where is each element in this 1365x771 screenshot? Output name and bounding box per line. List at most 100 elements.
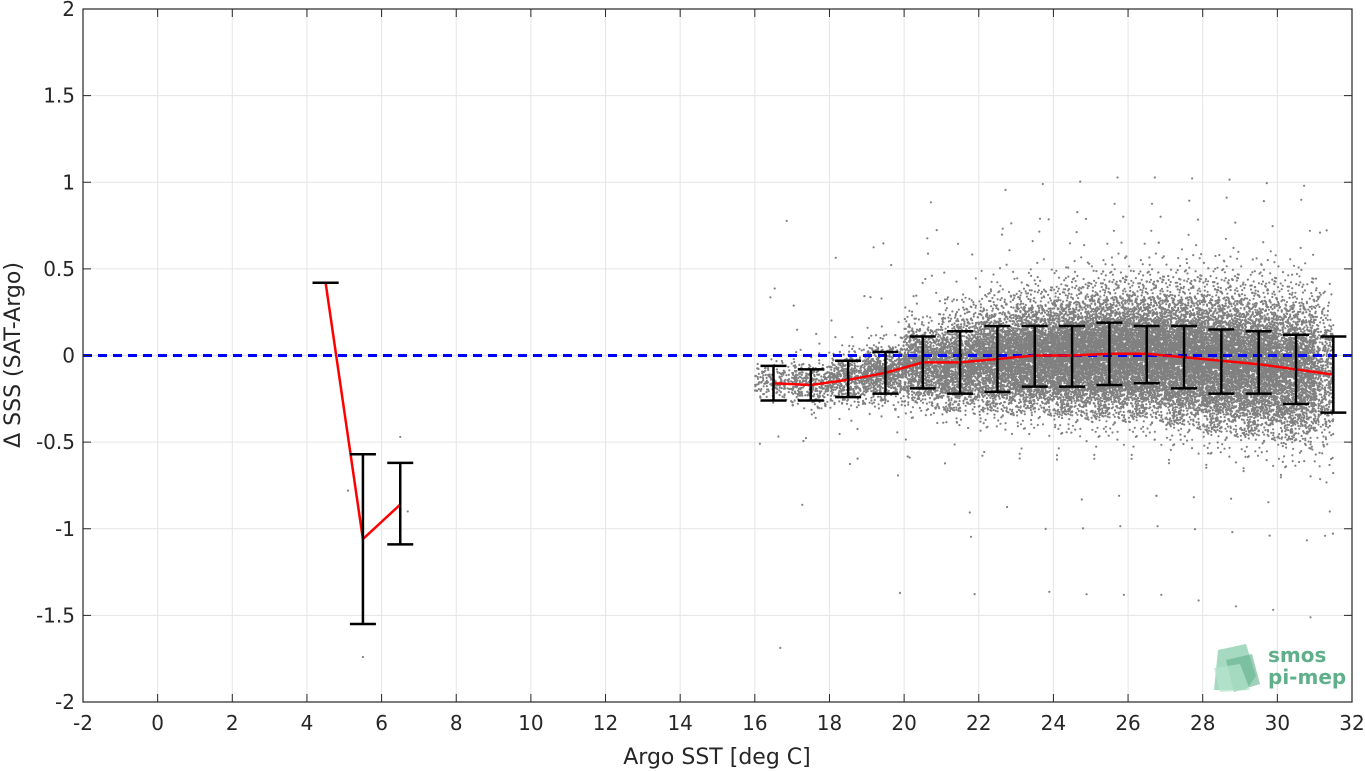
scatter-point: [916, 303, 918, 305]
scatter-point: [937, 369, 939, 371]
scatter-point: [878, 342, 880, 344]
scatter-point: [942, 321, 944, 323]
scatter-point: [944, 298, 946, 300]
scatter-point: [904, 360, 906, 362]
scatter-point: [965, 308, 967, 310]
scatter-point: [962, 326, 964, 328]
scatter-point: [962, 387, 964, 389]
scatter-point: [792, 393, 794, 395]
scatter-point: [933, 412, 935, 414]
scatter-point: [833, 369, 835, 371]
scatter-point: [908, 393, 910, 395]
scatter-point: [991, 402, 993, 404]
scatter-point: [799, 387, 801, 389]
scatter-point: [877, 396, 879, 398]
scatter-point: [829, 366, 831, 368]
scatter-point: [779, 647, 781, 649]
scatter-point: [931, 381, 933, 383]
scatter-point: [948, 342, 950, 344]
scatter-point: [950, 356, 952, 358]
scatter-point: [924, 332, 926, 334]
scatter-point: [879, 337, 881, 339]
scatter-point: [929, 401, 931, 403]
scatter-point: [919, 343, 921, 345]
scatter-point: [952, 371, 954, 373]
scatter-point: [764, 382, 766, 384]
scatter-point: [975, 363, 977, 365]
scatter-point: [965, 342, 967, 344]
scatter-point: [955, 320, 957, 322]
scatter-point: [954, 400, 956, 402]
scatter-point: [971, 402, 973, 404]
scatter-point: [868, 388, 870, 390]
scatter-point: [942, 422, 944, 424]
scatter-point: [788, 391, 790, 393]
scatter-point: [905, 328, 907, 330]
scatter-point: [856, 375, 858, 377]
scatter-point: [880, 346, 882, 348]
scatter-point: [954, 378, 956, 380]
scatter-point: [956, 359, 958, 361]
scatter-point: [830, 369, 832, 371]
scatter-point: [918, 382, 920, 384]
scatter-point: [928, 339, 930, 341]
scatter-point: [912, 358, 914, 360]
scatter-point: [970, 318, 972, 320]
scatter-point: [897, 474, 899, 476]
scatter-point: [955, 281, 957, 283]
scatter-point: [890, 360, 892, 362]
scatter-point: [764, 367, 766, 369]
scatter-point: [973, 403, 975, 405]
scatter-point: [964, 414, 966, 416]
scatter-point: [1003, 407, 1005, 409]
scatter-point: [913, 392, 915, 394]
scatter-point: [800, 349, 802, 351]
scatter-point: [954, 443, 956, 445]
scatter-point: [942, 383, 944, 385]
scatter-point: [974, 327, 976, 329]
scatter-point: [914, 352, 916, 354]
scatter-point: [827, 376, 829, 378]
scatter-point: [973, 330, 975, 332]
scatter-point: [922, 398, 924, 400]
scatter-point: [807, 391, 809, 393]
scatter-point: [819, 391, 821, 393]
scatter-point: [969, 376, 971, 378]
scatter-point: [888, 382, 890, 384]
scatter-point: [1007, 318, 1009, 320]
scatter-point: [977, 384, 979, 386]
scatter-point: [918, 376, 920, 378]
scatter-point: [938, 384, 940, 386]
scatter-point: [887, 366, 889, 368]
scatter-point: [862, 384, 864, 386]
scatter-point: [824, 403, 826, 405]
scatter-point: [941, 332, 943, 334]
scatter-point: [802, 371, 804, 373]
scatter-point: [970, 396, 972, 398]
scatter-point: [906, 336, 908, 338]
scatter-point: [963, 370, 965, 372]
scatter-point: [902, 344, 904, 346]
scatter-point: [757, 363, 759, 365]
scatter-point: [878, 403, 880, 405]
scatter-point: [898, 382, 900, 384]
scatter-point: [802, 386, 804, 388]
scatter-point: [957, 395, 959, 397]
scatter-point: [949, 320, 951, 322]
scatter-point: [914, 373, 916, 375]
scatter-point: [853, 390, 855, 392]
scatter-point: [966, 344, 968, 346]
scatter-point: [762, 377, 764, 379]
scatter-point: [976, 349, 978, 351]
scatter-point: [968, 334, 970, 336]
scatter-point: [874, 399, 876, 401]
scatter-point: [888, 390, 890, 392]
scatter-point: [793, 358, 795, 360]
scatter-point: [814, 381, 816, 383]
scatter-point: [823, 396, 825, 398]
scatter-point: [967, 427, 969, 429]
scatter-point: [887, 374, 889, 376]
scatter-point: [929, 358, 931, 360]
scatter-point: [867, 380, 869, 382]
scatter-point: [895, 378, 897, 380]
